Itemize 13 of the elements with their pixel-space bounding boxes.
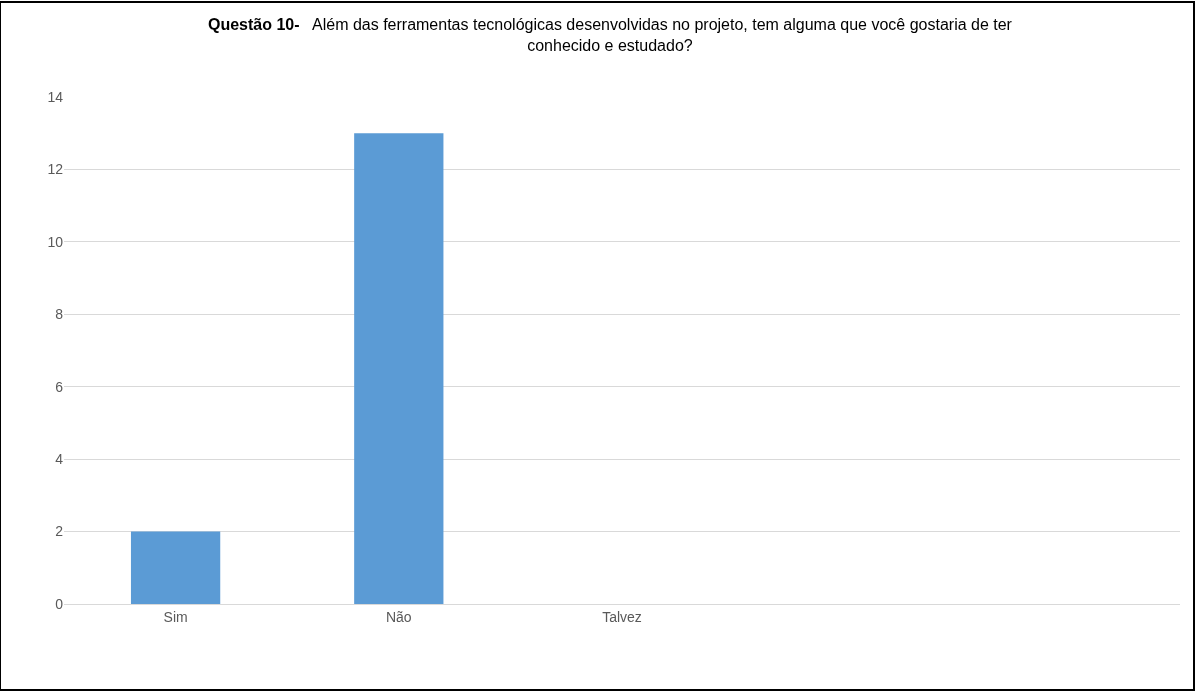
y-tick-label: 8: [55, 306, 64, 323]
y-tick-label: 12: [47, 161, 64, 178]
chart-title: Questão 10-: [207, 16, 300, 33]
y-tick-label: 6: [55, 378, 64, 395]
y-tick-label: 2: [55, 523, 64, 540]
y-tick-label: 0: [55, 595, 64, 612]
x-tick-label: Não: [385, 608, 412, 625]
y-tick-label: 10: [47, 233, 64, 250]
chart-subtitle: Além das ferramentas tecnológicas desenvolvidas no projeto, tem alguma que você gostaria de ter conhecido e estudado?: [312, 16, 1012, 54]
x-tick-label: Sim: [163, 608, 188, 625]
y-tick-label: 14: [47, 88, 64, 105]
x-tick-label: Talvez: [602, 608, 642, 625]
y-tick-label: 4: [55, 451, 64, 468]
